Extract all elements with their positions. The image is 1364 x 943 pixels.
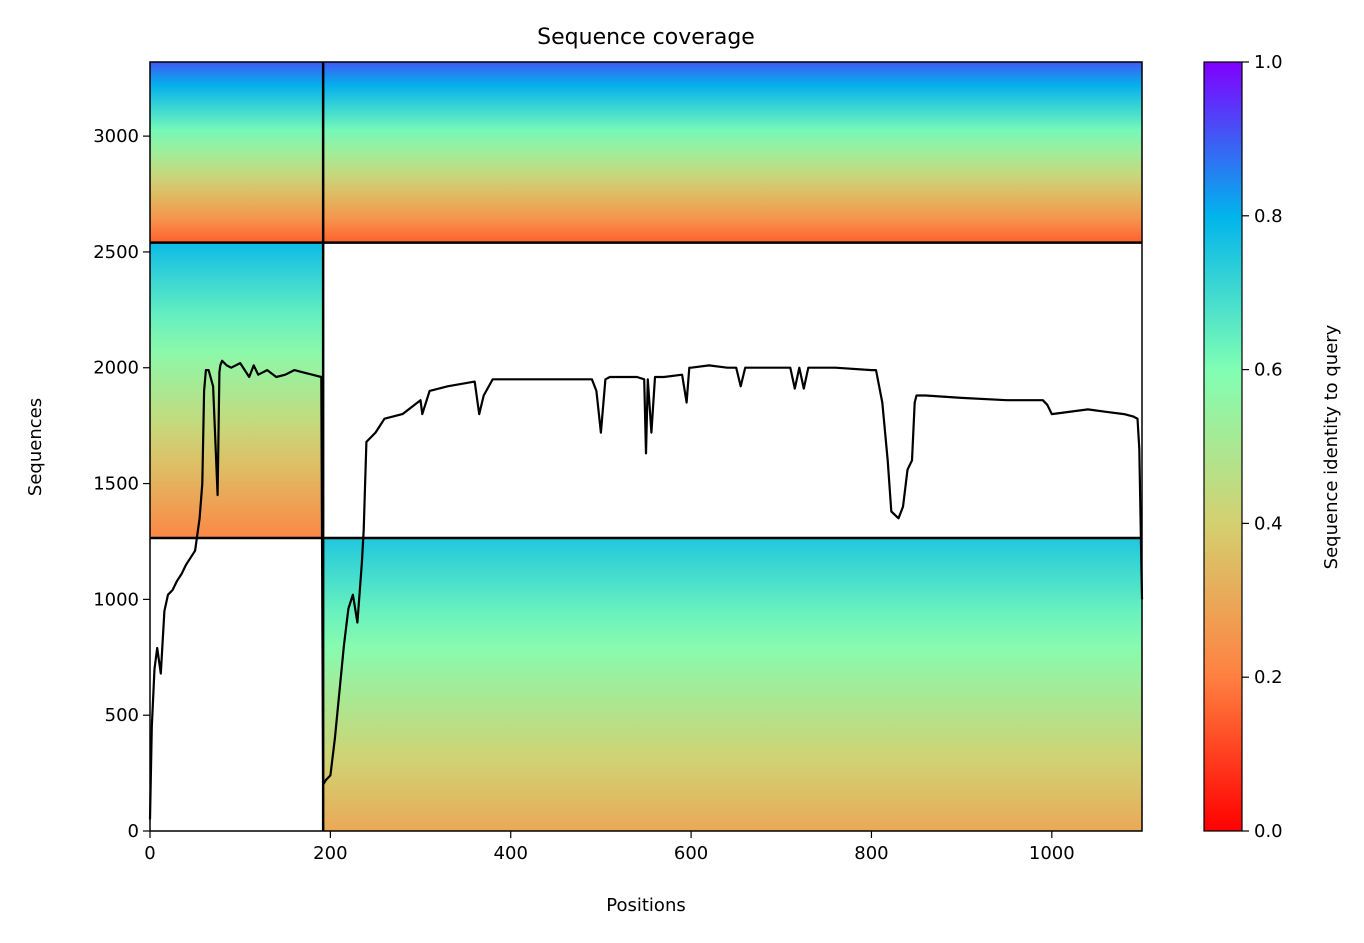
heatmap-block-top-right	[323, 62, 1143, 243]
y-tick-label: 0	[128, 821, 139, 842]
chart-title: Sequence coverage	[537, 25, 755, 50]
colorbar-ticks: 0.0 0.2 0.4 0.6 0.8 1.0	[1242, 52, 1283, 842]
y-tick-label: 2000	[93, 358, 139, 379]
colorbar	[1203, 61, 1243, 832]
plot-area-frame	[149, 61, 1143, 832]
x-tick-label: 1000	[1029, 843, 1075, 864]
x-tick-label: 0	[144, 843, 155, 864]
x-tick-label: 400	[494, 843, 528, 864]
heatmap-block-middle-left	[150, 242, 324, 538]
x-tick-label: 200	[313, 843, 347, 864]
y-axis-label: Sequences	[25, 398, 46, 496]
colorbar-tick-label: 0.6	[1254, 360, 1283, 381]
coverage-line	[148, 359, 1144, 820]
colorbar-tick-label: 0.4	[1254, 513, 1283, 534]
y-tick-label: 1000	[93, 589, 139, 610]
y-axis-ticks: 0 500 1000 1500 2000 2500 3000	[93, 126, 150, 842]
x-tick-label: 800	[854, 843, 888, 864]
heatmap-block-bottom-right	[323, 537, 1143, 831]
y-tick-label: 2500	[93, 242, 139, 263]
colorbar-tick-label: 0.8	[1254, 206, 1283, 227]
y-tick-label: 1500	[93, 474, 139, 495]
heatmap-blocks	[150, 62, 1143, 831]
colorbar-tick-label: 1.0	[1254, 52, 1283, 73]
x-tick-label: 600	[674, 843, 708, 864]
colorbar-tick-label: 0.2	[1254, 667, 1283, 688]
segment-boundaries	[150, 62, 1142, 831]
x-axis-ticks: 0 200 400 600 800 1000	[144, 831, 1075, 864]
heatmap-block-top-left	[150, 62, 324, 243]
colorbar-tick-label: 0.0	[1254, 821, 1283, 842]
y-tick-label: 500	[105, 705, 139, 726]
coverage-line-layer	[148, 359, 1144, 820]
y-tick-label: 3000	[93, 126, 139, 147]
colorbar-label: Sequence identity to query	[1321, 324, 1342, 569]
x-axis-label: Positions	[606, 895, 685, 916]
